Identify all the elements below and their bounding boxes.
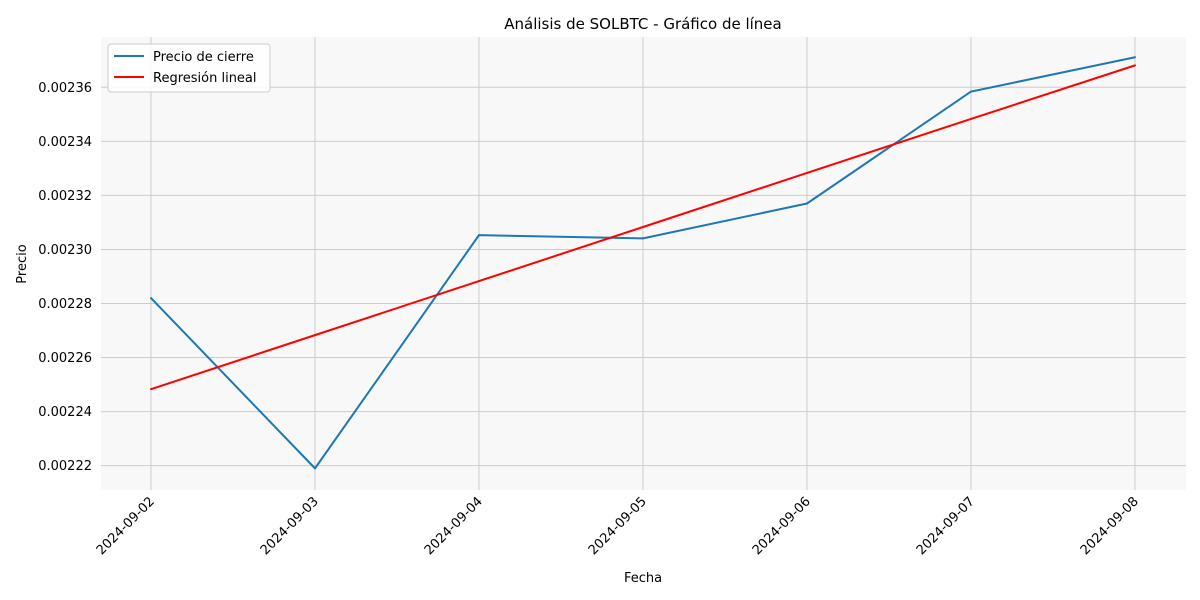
legend-label-1: Regresión lineal [153,71,257,86]
gridlines [101,37,1186,490]
data-point-1-5 [970,117,972,120]
data-point-0-6 [1134,56,1136,59]
legend: Precio de cierre Regresión lineal [107,43,271,93]
x-tick-label: 2024-09-02 [94,494,158,558]
data-point-1-1 [314,334,316,337]
data-point-1-4 [806,171,808,174]
x-tick-label: 2024-09-08 [1078,494,1142,558]
x-tick-label: 2024-09-04 [422,494,486,558]
y-axis-ticks: 0.00222 0.00224 0.00226 0.00228 0.00230 0.002… [38,81,92,474]
y-tick-label: 0.00230 [38,243,92,258]
x-axis-ticks: 2024-09-02 2024-09-03 2024-09-04 2024-09-05… [94,494,1142,558]
y-tick-label: 0.00236 [38,81,92,96]
data-point-1-3 [642,226,644,229]
chart-title: Análisis de SOLBTC - Gráfico de línea [504,15,781,33]
x-axis-label: Fecha [624,571,662,586]
data-point-0-5 [970,90,972,93]
data-point-0-0 [150,297,152,300]
y-tick-label: 0.00224 [38,405,92,420]
x-tick-label: 2024-09-05 [586,494,650,558]
legend-box [107,43,271,93]
data-point-0-2 [478,234,480,237]
data-point-0-1 [314,467,316,470]
y-tick-label: 0.00226 [38,351,92,366]
y-tick-label: 0.00222 [38,459,92,474]
x-tick-label: 2024-09-03 [258,494,322,558]
data-point-1-6 [1134,64,1136,67]
series-lines [150,56,1136,470]
x-tick-label: 2024-09-07 [914,494,978,558]
data-point-1-2 [478,280,480,283]
y-tick-label: 0.00228 [38,297,92,312]
x-tick-label: 2024-09-06 [750,494,814,558]
y-tick-label: 0.00234 [38,135,92,150]
data-point-1-0 [150,388,152,391]
data-point-0-3 [642,237,644,240]
legend-label-0: Precio de cierre [153,50,254,65]
data-point-0-4 [806,202,808,205]
y-tick-label: 0.00232 [38,189,92,204]
y-axis-label: Precio [15,244,30,283]
